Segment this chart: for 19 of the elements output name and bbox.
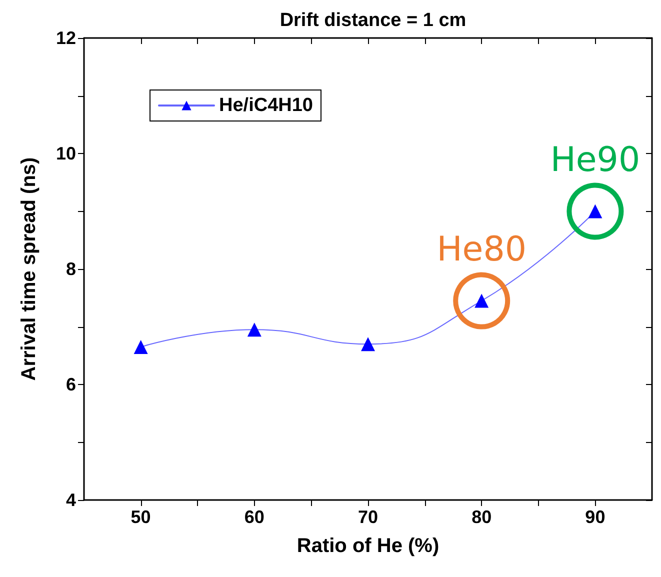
y-tick-label: 6 [66, 374, 76, 394]
y-axis-title: Arrival time spread (ns) [18, 157, 40, 381]
point [361, 337, 375, 352]
legend-label: He/iC4H10 [219, 95, 313, 116]
x-tick-label: 80 [472, 507, 492, 527]
x-tick-label: 50 [130, 507, 151, 527]
annotation: He90 [550, 140, 640, 180]
x-tick-label: 70 [358, 507, 378, 527]
x-tick-label: 90 [585, 507, 606, 527]
point [134, 340, 148, 354]
x-tick-label: 60 [244, 507, 264, 527]
x-axis-title: Ratio of He (%) [296, 535, 440, 557]
y-tick-label: 8 [66, 259, 76, 279]
y-tick-label: 12 [56, 28, 76, 48]
chart-title: Drift distance = 1 cm [280, 10, 466, 31]
y-tick-label: 4 [66, 490, 76, 510]
annotation: He80 [436, 229, 526, 270]
y-tick-label: 10 [56, 144, 76, 164]
point [247, 322, 262, 337]
